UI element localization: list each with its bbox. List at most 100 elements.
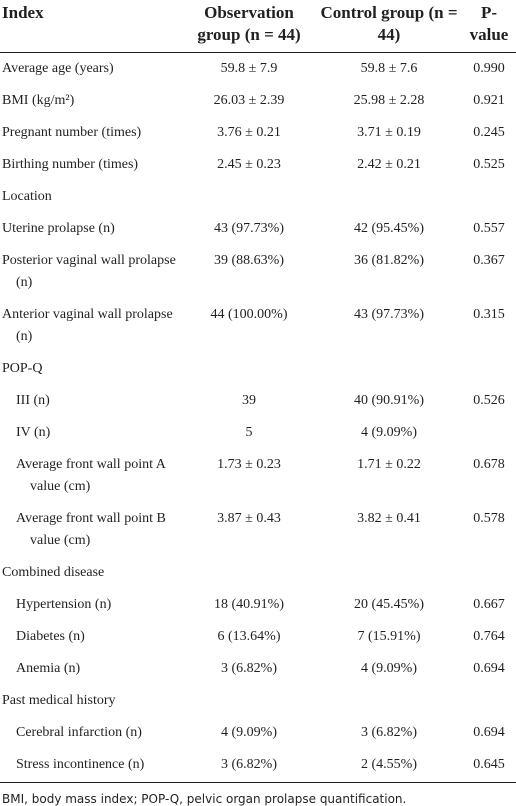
table-cell: 6 (13.64%) <box>217 629 281 644</box>
table-cell: 4 (9.09%) <box>221 725 277 740</box>
table-row: Average age (years) 59.8 ± 7.9 59.8 ± 7.6 0… <box>0 53 516 86</box>
row-label: POP-Q <box>2 361 43 376</box>
section-row: Location <box>0 181 516 213</box>
table-cell <box>462 181 516 213</box>
table-row: Birthing number (times) 2.45 ± 0.23 2.42 ±… <box>0 149 516 181</box>
table-row: III (n) 39 40 (90.91%) 0.526 <box>0 385 516 417</box>
data-table: Index Observation group (n = 44) Control g… <box>0 0 516 783</box>
table-cell: 0.526 <box>473 393 505 408</box>
table-cell: 3 (6.82%) <box>361 725 417 740</box>
table-row: Average front wall point A value (cm) 1.7… <box>0 449 516 503</box>
table-cell <box>462 417 516 449</box>
row-label: Average age (years) <box>2 61 114 76</box>
table-cell: 3 (6.82%) <box>182 749 316 783</box>
table-cell <box>182 181 316 213</box>
row-label: Pregnant number (times) <box>2 125 142 140</box>
row-label: Posterior vaginal wall prolapse (n) <box>2 253 176 290</box>
table-cell <box>316 557 462 589</box>
table-cell <box>462 557 516 589</box>
table-cell: 39 (88.63%) <box>214 253 284 268</box>
table-row: Anemia (n) 3 (6.82%) 4 (9.09%) 0.694 <box>0 653 516 685</box>
table-cell: 43 (97.73%) <box>214 221 284 236</box>
row-label: Past medical history <box>2 693 116 708</box>
table-cell: 0.245 <box>473 125 505 140</box>
table-cell: 2.45 ± 0.23 <box>217 157 281 172</box>
table-cell: 3.71 ± 0.19 <box>357 125 421 140</box>
table-cell: 0.367 <box>473 253 505 268</box>
header-cell: Observation group (n = 44) <box>182 0 316 53</box>
table-cell: 1.73 ± 0.23 <box>217 457 281 472</box>
table-cell: 36 (81.82%) <box>354 253 424 268</box>
table-cell: 40 (90.91%) <box>354 393 424 408</box>
table-cell: 0.557 <box>473 221 505 236</box>
table-row: BMI (kg/m²) 26.03 ± 2.39 25.98 ± 2.28 0.921 <box>0 85 516 117</box>
row-label: BMI (kg/m²) <box>2 93 75 108</box>
table-cell: 0.764 <box>473 629 505 644</box>
table-cell <box>462 685 516 717</box>
row-label: Stress incontinence (n) <box>0 749 182 783</box>
table-cell: 39 <box>242 393 256 408</box>
table-cell: 0.525 <box>473 157 505 172</box>
section-row: POP-Q <box>0 353 516 385</box>
row-label: Combined disease <box>2 565 105 580</box>
table-header: Index Observation group (n = 44) Control g… <box>0 0 516 53</box>
header-cell: P-value <box>462 0 516 53</box>
table-row: Posterior vaginal wall prolapse (n) 39 (8… <box>0 245 516 299</box>
table-cell: 0.921 <box>473 93 505 108</box>
row-label: Cerebral infarction (n) <box>16 725 142 740</box>
table-cell: 0.645 <box>462 749 516 783</box>
row-label: III (n) <box>16 393 50 408</box>
table-cell: 43 (97.73%) <box>354 307 424 322</box>
table-cell: 0.578 <box>473 511 505 526</box>
table-cell: 2 (4.55%) <box>316 749 462 783</box>
table-cell: 4 (9.09%) <box>361 425 417 440</box>
row-label: Uterine prolapse (n) <box>2 221 115 236</box>
table-cell: 42 (95.45%) <box>354 221 424 236</box>
table-cell: 1.71 ± 0.22 <box>357 457 421 472</box>
table-cell: 59.8 ± 7.9 <box>220 61 278 76</box>
header-row: Index Observation group (n = 44) Control g… <box>0 0 516 53</box>
table-cell <box>182 685 316 717</box>
row-label: Birthing number (times) <box>2 157 139 172</box>
table-cell <box>316 685 462 717</box>
table-cell <box>462 353 516 385</box>
table-cell: 3 (6.82%) <box>221 661 277 676</box>
row-label: Anemia (n) <box>16 661 81 676</box>
row-label: Location <box>2 189 52 204</box>
table-cell: 2.42 ± 0.21 <box>357 157 421 172</box>
header-cell: Control group (n = 44) <box>316 0 462 53</box>
table-row: Pregnant number (times) 3.76 ± 0.21 3.71 ±… <box>0 117 516 149</box>
table-cell: 3.76 ± 0.21 <box>217 125 281 140</box>
table-row: Hypertension (n) 18 (40.91%) 20 (45.45%) 0.… <box>0 589 516 621</box>
table-row: Cerebral infarction (n) 4 (9.09%) 3 (6.82%… <box>0 717 516 749</box>
section-row: Combined disease <box>0 557 516 589</box>
table-row: Average front wall point B value (cm) 3.8… <box>0 503 516 557</box>
table-cell: 0.694 <box>473 661 505 676</box>
table-cell <box>316 353 462 385</box>
table-cell: 44 (100.00%) <box>210 307 288 322</box>
table-cell: 18 (40.91%) <box>214 597 284 612</box>
table-cell: 20 (45.45%) <box>354 597 424 612</box>
row-label: Average front wall point B value (cm) <box>16 511 166 548</box>
table-cell: 0.678 <box>473 457 505 472</box>
table-cell: 3.82 ± 0.41 <box>357 511 421 526</box>
table-cell <box>182 557 316 589</box>
table-row: Anterior vaginal wall prolapse (n) 44 (10… <box>0 299 516 353</box>
table-cell: 0.667 <box>473 597 505 612</box>
table-body: Average age (years) 59.8 ± 7.9 59.8 ± 7.6 0… <box>0 53 516 783</box>
table-row: Uterine prolapse (n) 43 (97.73%) 42 (95.45… <box>0 213 516 245</box>
table-cell: 59.8 ± 7.6 <box>360 61 418 76</box>
table-cell: 5 <box>245 425 253 440</box>
table-row: Stress incontinence (n) 3 (6.82%) 2 (4.55%… <box>0 749 516 783</box>
footnote: BMI, body mass index; POP-Q, pelvic orga… <box>2 792 407 806</box>
row-label: Hypertension (n) <box>16 597 112 612</box>
table-cell: 0.315 <box>473 307 505 322</box>
section-row: Past medical history <box>0 685 516 717</box>
table-cell <box>182 353 316 385</box>
table-row: IV (n) 5 4 (9.09%) <box>0 417 516 449</box>
row-label: Average front wall point A value (cm) <box>16 457 166 494</box>
table-cell: 4 (9.09%) <box>361 661 417 676</box>
row-label: Anterior vaginal wall prolapse (n) <box>2 307 173 344</box>
table-cell: 26.03 ± 2.39 <box>213 93 285 108</box>
